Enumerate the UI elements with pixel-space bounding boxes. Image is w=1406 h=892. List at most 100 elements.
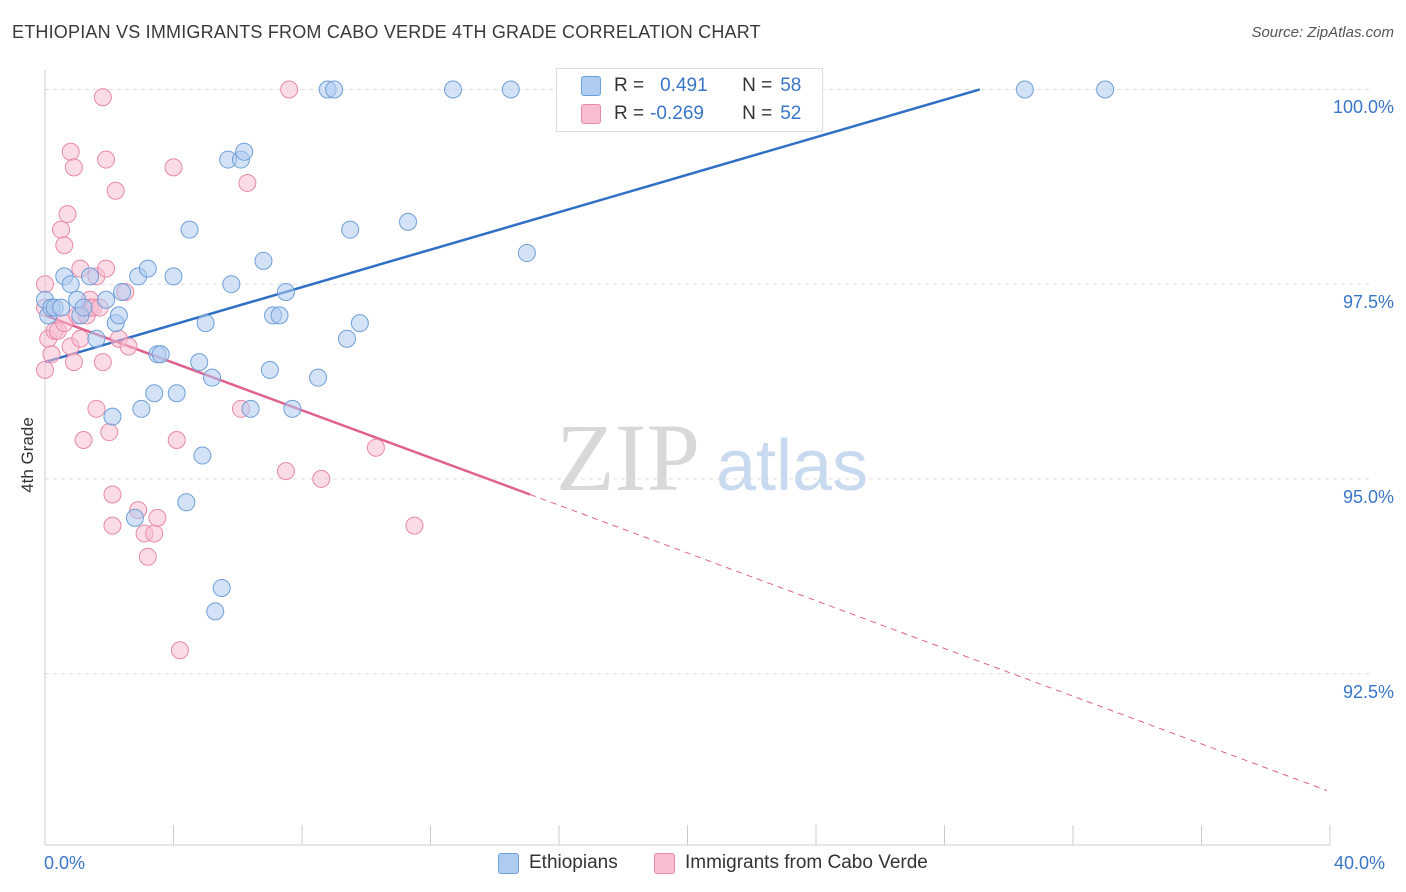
n-value: 52 <box>780 103 802 124</box>
data-point-ethiopians <box>80 267 99 286</box>
data-point-cabo-verde <box>103 485 122 504</box>
stats-legend-row-cabo-verde: R = -0.269 N = 52 <box>581 101 801 127</box>
data-point-ethiopians <box>164 267 183 286</box>
watermark-atlas: atlas <box>716 426 868 506</box>
data-point-cabo-verde <box>366 438 385 457</box>
data-point-ethiopians <box>1096 80 1115 99</box>
data-point-cabo-verde <box>97 150 116 169</box>
ethiopians-legend-swatch <box>498 852 519 874</box>
data-point-ethiopians <box>350 314 369 333</box>
r-label: R = <box>614 103 645 124</box>
data-point-ethiopians <box>74 298 93 317</box>
data-point-ethiopians <box>109 306 128 325</box>
ethiopians-swatch <box>581 76 601 96</box>
chart-title: ETHIOPIAN VS IMMIGRANTS FROM CABO VERDE … <box>12 22 761 42</box>
data-point-ethiopians <box>283 399 302 418</box>
data-point-cabo-verde <box>405 516 424 535</box>
data-point-cabo-verde <box>100 423 119 442</box>
data-point-cabo-verde <box>312 469 331 488</box>
data-point-ethiopians <box>167 384 186 403</box>
data-point-ethiopians <box>325 80 344 99</box>
data-point-ethiopians <box>87 329 106 348</box>
legend-label-ethiopians: Ethiopians <box>529 852 618 873</box>
trend-line-cabo-verde-extrapolated <box>529 494 1327 791</box>
data-point-ethiopians <box>180 220 199 239</box>
data-point-ethiopians <box>61 275 80 294</box>
data-point-ethiopians <box>443 80 462 99</box>
cabo-verde-legend-swatch <box>654 852 675 874</box>
y-tick-label: 95.0% <box>1342 486 1394 507</box>
r-label: R = <box>614 75 645 96</box>
data-point-cabo-verde <box>52 220 71 239</box>
gridlines <box>45 88 1370 675</box>
data-point-cabo-verde <box>280 80 299 99</box>
data-point-cabo-verde <box>119 337 138 356</box>
data-point-ethiopians <box>501 80 520 99</box>
n-value: 58 <box>780 75 802 96</box>
data-point-cabo-verde <box>55 236 74 255</box>
data-point-cabo-verde <box>148 508 167 527</box>
data-point-ethiopians <box>145 384 164 403</box>
data-point-ethiopians <box>151 345 170 364</box>
data-point-ethiopians <box>103 407 122 426</box>
data-point-ethiopians <box>206 602 225 621</box>
data-point-ethiopians <box>212 578 231 597</box>
legend-item-cabo-verde: Immigrants from Cabo Verde <box>654 852 928 874</box>
data-point-cabo-verde <box>58 205 77 224</box>
data-point-cabo-verde <box>276 462 295 481</box>
data-point-cabo-verde <box>164 158 183 177</box>
data-point-ethiopians <box>97 290 116 309</box>
axes <box>44 70 1331 846</box>
data-point-cabo-verde <box>64 353 83 372</box>
data-point-ethiopians <box>235 142 254 161</box>
data-point-ethiopians <box>276 282 295 301</box>
data-point-cabo-verde <box>71 329 90 348</box>
data-point-cabo-verde <box>93 88 112 107</box>
data-point-ethiopians <box>190 353 209 372</box>
data-point-cabo-verde <box>170 641 189 660</box>
data-point-ethiopians <box>177 493 196 512</box>
legend-label-cabo-verde: Immigrants from Cabo Verde <box>685 852 928 873</box>
r-value: 0.491 <box>660 75 708 96</box>
data-point-ethiopians <box>52 298 71 317</box>
data-points <box>36 80 1115 660</box>
data-point-cabo-verde <box>97 259 116 278</box>
data-point-ethiopians <box>260 360 279 379</box>
data-point-ethiopians <box>341 220 360 239</box>
data-point-cabo-verde <box>87 399 106 418</box>
data-point-cabo-verde <box>145 524 164 543</box>
data-point-cabo-verde <box>36 360 54 379</box>
y-tick-label: 100.0% <box>1332 97 1394 118</box>
x-tick-max: 40.0% <box>1334 853 1386 873</box>
data-point-cabo-verde <box>238 173 257 192</box>
data-point-cabo-verde <box>42 345 61 364</box>
data-point-ethiopians <box>222 275 241 294</box>
data-point-cabo-verde <box>64 158 83 177</box>
data-point-ethiopians <box>517 244 536 263</box>
data-point-cabo-verde <box>74 430 93 449</box>
y-tick-label: 97.5% <box>1342 292 1394 313</box>
data-point-cabo-verde <box>103 516 122 535</box>
n-label: N = <box>742 103 773 124</box>
data-point-ethiopians <box>132 399 151 418</box>
data-point-ethiopians <box>125 508 144 527</box>
data-point-ethiopians <box>270 306 289 325</box>
data-point-ethiopians <box>193 446 212 465</box>
data-point-ethiopians <box>399 212 418 231</box>
x-tick-min: 0.0% <box>44 853 86 873</box>
stats-legend: R = 0.491 N = 58 R = -0.269 N = 52 <box>556 68 823 132</box>
source-label: Source: ZipAtlas.com <box>1251 24 1394 41</box>
watermark: ZIP atlas <box>556 404 868 511</box>
n-label: N = <box>742 75 773 96</box>
stats-legend-row-ethiopians: R = 0.491 N = 58 <box>581 73 801 99</box>
data-point-cabo-verde <box>138 547 157 566</box>
legend-item-ethiopians: Ethiopians <box>498 852 618 874</box>
data-point-ethiopians <box>1015 80 1034 99</box>
data-point-ethiopians <box>309 368 328 387</box>
data-point-ethiopians <box>196 314 215 333</box>
data-point-ethiopians <box>241 399 260 418</box>
data-point-cabo-verde <box>106 181 125 200</box>
data-point-ethiopians <box>113 282 132 301</box>
data-point-ethiopians <box>254 251 273 270</box>
